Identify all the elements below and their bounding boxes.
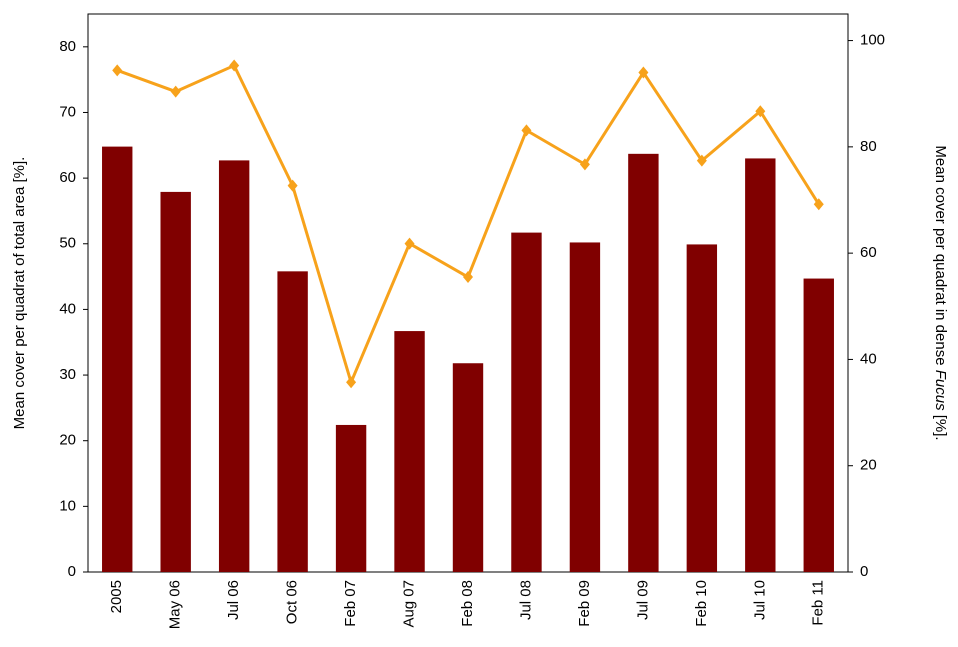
marker [346,376,357,389]
bar [335,424,367,572]
x-tick-label: May 06 [167,580,184,629]
bar [569,242,601,572]
marker [287,179,298,192]
y2-tick-label: 80 [860,138,877,155]
y2-tick-label: 20 [860,457,877,474]
y-tick-label: 20 [59,432,76,449]
marker [170,85,181,98]
x-tick-label: Feb 09 [576,580,593,627]
y-tick-label: 30 [59,366,76,383]
bar [803,278,834,572]
bar [218,160,250,572]
bar [745,158,776,572]
y2-label-part: Mean cover per quadrat in dense [932,145,949,369]
x-tick-label: Feb 08 [459,580,476,627]
bar [686,244,718,572]
marker [112,64,123,77]
marker [579,158,590,171]
x-tick-label: Jul 08 [517,580,534,620]
bar [394,331,425,572]
y2-tick-label: 0 [860,563,868,580]
x-tick-label: Feb 07 [342,580,359,627]
bar [102,146,133,572]
y-tick-label: 70 [59,103,76,120]
bar [160,191,191,572]
marker [463,271,473,284]
y-tick-label: 40 [59,300,76,317]
y2-tick-label: 40 [860,350,877,367]
marker [521,124,532,137]
x-tick-label: Feb 10 [693,580,710,627]
x-tick-label: Jul 06 [225,580,242,620]
bar [628,153,659,572]
y2-axis-label: Mean cover per quadrat in dense Fucus [%… [932,145,949,440]
marker [638,66,649,79]
y2-tick-label: 100 [860,32,885,49]
x-tick-label: Oct 06 [284,580,301,624]
marker [755,105,766,118]
x-tick-label: Jul 09 [634,580,651,620]
marker [229,59,240,72]
y-tick-label: 60 [59,169,76,186]
marker [696,154,707,167]
marker [813,198,824,211]
y-tick-label: 50 [59,235,76,252]
x-tick-label: 2005 [108,580,125,613]
marker [404,237,415,250]
x-tick-label: Feb 11 [810,580,827,626]
y2-label-part: [%]. [932,411,949,441]
bar [452,363,484,572]
y2-tick-label: 60 [860,244,877,261]
y-tick-label: 10 [59,497,76,514]
y-tick-label: 80 [59,38,76,55]
bar [277,271,308,572]
y-axis-label: Mean cover per quadrat of total area [%]… [11,157,28,430]
x-tick-label: Aug 07 [401,580,418,628]
x-tick-label: Jul 10 [751,580,768,620]
bar [511,232,542,572]
y-tick-label: 0 [68,563,76,580]
y2-label-italic: Fucus [932,370,949,411]
